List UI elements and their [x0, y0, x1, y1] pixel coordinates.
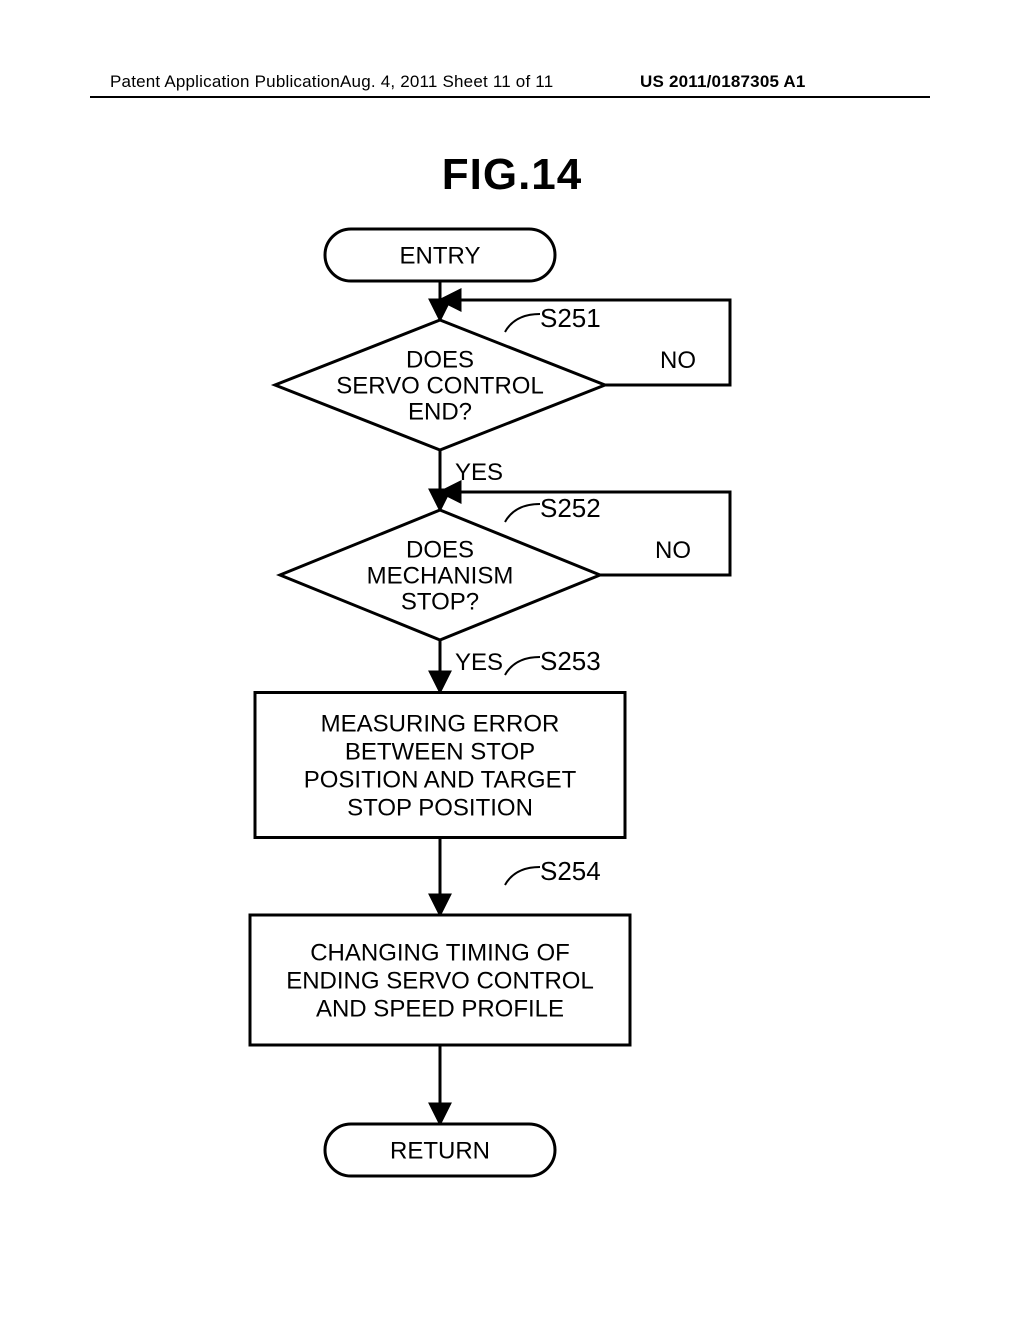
decision-text: SERVO CONTROL — [336, 372, 544, 399]
step-leader — [505, 657, 540, 675]
flowchart: YESYESNONOS251S252S253S254ENTRYDOESSERVO… — [110, 220, 910, 1240]
decision-text: STOP? — [401, 588, 479, 615]
header-pub: Patent Application Publication — [110, 72, 340, 92]
step-leader — [505, 314, 540, 332]
decision-text: MECHANISM — [367, 562, 514, 589]
step-label: S254 — [540, 856, 601, 886]
process-text: CHANGING TIMING OF — [310, 939, 570, 966]
terminator-label: ENTRY — [400, 242, 481, 269]
decision-text: DOES — [406, 346, 474, 373]
figure-title: FIG.14 — [0, 150, 1024, 200]
step-label: S251 — [540, 303, 601, 333]
process-text: BETWEEN STOP — [345, 738, 535, 765]
edge-label: NO — [660, 347, 696, 374]
process-text: MEASURING ERROR — [321, 710, 560, 737]
process-text: STOP POSITION — [347, 794, 533, 821]
process-text: ENDING SERVO CONTROL — [286, 967, 594, 994]
step-label: S253 — [540, 646, 601, 676]
decision-text: DOES — [406, 536, 474, 563]
edge-label: NO — [655, 537, 691, 564]
header-rule — [90, 96, 930, 98]
terminator-label: RETURN — [390, 1137, 490, 1164]
step-leader — [505, 867, 540, 885]
process-text: POSITION AND TARGET — [304, 766, 577, 793]
header-date: Aug. 4, 2011 Sheet 11 of 11 — [340, 72, 553, 92]
edge-label: YES — [455, 649, 503, 676]
decision-text: END? — [408, 398, 472, 425]
header-docid: US 2011/0187305 A1 — [640, 72, 806, 92]
step-label: S252 — [540, 493, 601, 523]
page: Patent Application Publication Aug. 4, 2… — [0, 0, 1024, 1320]
edge-label: YES — [455, 459, 503, 486]
process-text: AND SPEED PROFILE — [316, 995, 564, 1022]
step-leader — [505, 504, 540, 522]
